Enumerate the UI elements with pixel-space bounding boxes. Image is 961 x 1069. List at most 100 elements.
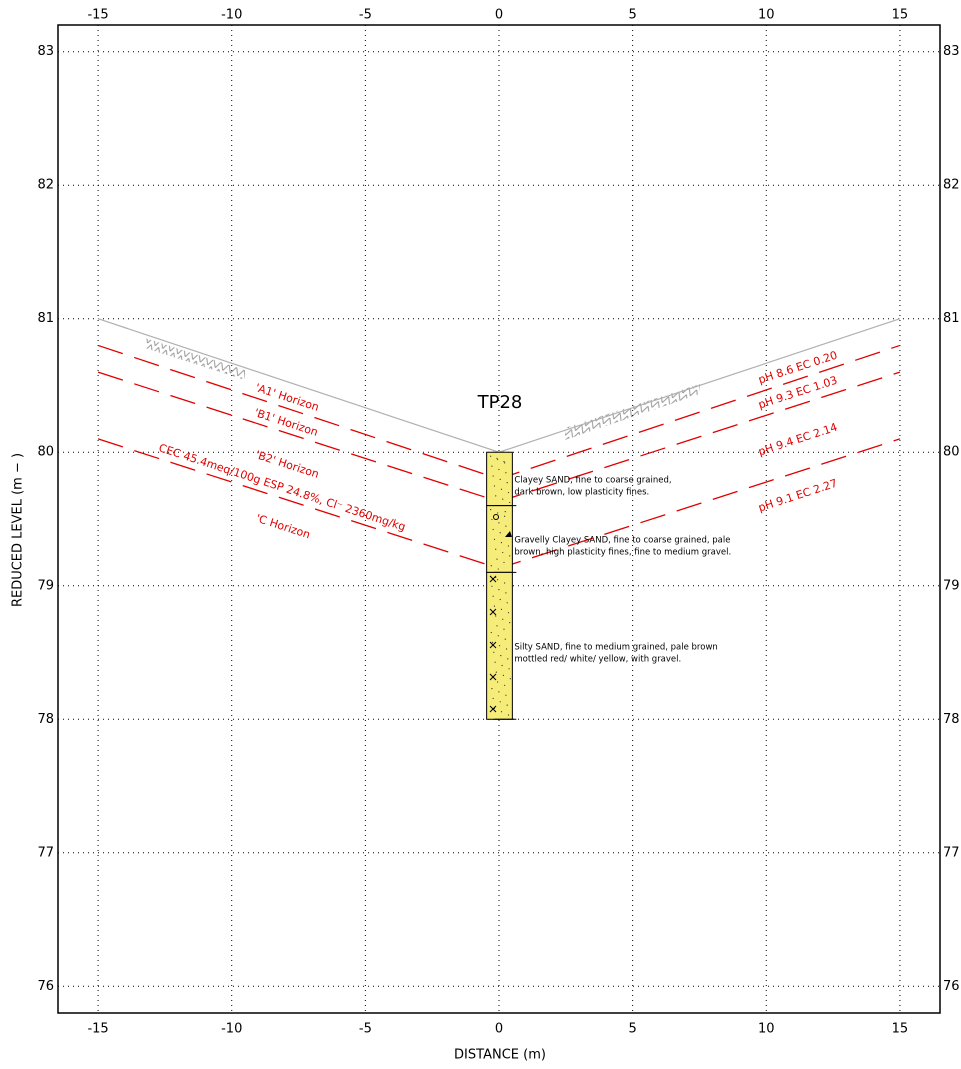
soil-dot	[505, 472, 506, 473]
x-tick-label: 10	[758, 1022, 775, 1037]
x-tick-label: -5	[359, 8, 372, 23]
soil-dot	[491, 688, 492, 689]
soil-dot	[504, 462, 505, 463]
soil-dot	[505, 592, 506, 593]
soil-dot	[498, 469, 499, 470]
x-tick-label: 10	[758, 8, 775, 23]
page: {"chart_data": { "type": "section", "xla…	[0, 0, 961, 1069]
soil-dot	[497, 681, 498, 682]
soil-dot	[507, 705, 508, 706]
soil-dot	[509, 502, 510, 503]
soil-dot	[492, 642, 493, 643]
soil-dot	[504, 516, 505, 517]
soil-dot	[501, 609, 502, 610]
y-axis-label: REDUCED LEVEL (m − )	[11, 453, 26, 607]
layer-description: dark brown, low plasticity fines.	[514, 488, 649, 498]
y-tick-label: 81	[37, 311, 54, 326]
soil-dot	[501, 665, 502, 666]
y-tick-label: 80	[37, 445, 54, 460]
soil-dot	[508, 492, 509, 493]
layer-description: brown, high plasticity fines, fine to me…	[514, 548, 731, 558]
soil-dot	[493, 596, 494, 597]
y-tick-label: 78	[37, 712, 54, 727]
soil-dot	[491, 632, 492, 633]
soil-dot	[498, 635, 499, 636]
soil-dot	[501, 711, 502, 712]
y-tick-label: 76	[943, 979, 960, 994]
soil-dot	[504, 582, 505, 583]
soil-dot	[493, 529, 494, 530]
soil-dot	[508, 714, 509, 715]
soil-dot	[499, 645, 500, 646]
soil-dot	[502, 499, 503, 500]
soil-dot	[500, 655, 501, 656]
x-tick-label: 15	[892, 1022, 909, 1037]
layer-description: Clayey SAND, fine to coarse grained,	[514, 476, 671, 486]
soil-dot	[496, 672, 497, 673]
horizon-annotation: pH 9.1 EC 2.27	[757, 477, 839, 515]
borehole-layer	[487, 452, 513, 505]
layer-description: Silty SAND, fine to medium grained, pale…	[514, 643, 717, 653]
soil-dot	[493, 475, 494, 476]
soil-dot	[504, 685, 505, 686]
soil-dot	[493, 652, 494, 653]
soil-dot	[505, 695, 506, 696]
soil-dot	[497, 459, 498, 460]
soil-dot	[503, 461, 504, 462]
soil-dot	[503, 629, 504, 630]
soil-dot	[510, 678, 511, 679]
soil-dot	[498, 691, 499, 692]
soil-dot	[500, 532, 501, 533]
y-tick-label: 78	[943, 712, 960, 727]
y-tick-label: 83	[37, 44, 54, 59]
soil-dot	[500, 701, 501, 702]
soil-dot	[502, 552, 503, 553]
x-axis-label: DISTANCE (m)	[454, 1048, 546, 1063]
soil-dot	[507, 658, 508, 659]
soil-dot	[495, 615, 496, 616]
y-tick-label: 80	[943, 445, 960, 460]
soil-dot	[491, 565, 492, 566]
x-tick-label: -10	[221, 8, 242, 23]
soil-dot	[508, 545, 509, 546]
y-tick-label: 77	[943, 845, 960, 860]
soil-dot	[509, 555, 510, 556]
y-tick-label: 83	[943, 44, 960, 59]
soil-dot	[498, 589, 499, 590]
soil-dot	[508, 668, 509, 669]
soil-dot	[500, 479, 501, 480]
soil-dot	[500, 599, 501, 600]
y-tick-label: 79	[37, 578, 54, 593]
soil-dot	[505, 511, 506, 512]
borehole-layer	[487, 506, 513, 573]
soil-dot	[496, 559, 497, 560]
y-tick-label: 82	[943, 178, 960, 193]
x-tick-label: -5	[359, 1022, 372, 1037]
soil-dot	[506, 648, 507, 649]
soil-dot	[505, 526, 506, 527]
soil-dot	[497, 512, 498, 513]
x-tick-label: 5	[628, 8, 636, 23]
x-tick-label: 0	[495, 8, 503, 23]
y-tick-label: 82	[37, 178, 54, 193]
soil-dot	[501, 489, 502, 490]
soil-dot	[501, 542, 502, 543]
soil-dot	[503, 675, 504, 676]
soil-dot	[507, 602, 508, 603]
soil-dot	[494, 485, 495, 486]
soil-dot	[490, 509, 491, 510]
layer-description: mottled red/ white/ yellow, with gravel.	[514, 655, 681, 665]
soil-dot	[496, 458, 497, 459]
soil-dot	[507, 482, 508, 483]
layer-description: Gravelly Clayey SAND, fine to coarse gra…	[514, 536, 730, 546]
soil-dot	[496, 625, 497, 626]
y-tick-label: 81	[943, 311, 960, 326]
x-tick-label: -15	[87, 1022, 108, 1037]
soil-dot	[494, 539, 495, 540]
horizon-annotation: pH 9.4 EC 2.14	[757, 421, 839, 459]
x-tick-label: -10	[221, 1022, 242, 1037]
soil-dot	[495, 495, 496, 496]
soil-dot	[491, 519, 492, 520]
y-tick-label: 77	[37, 845, 54, 860]
soil-dot	[498, 522, 499, 523]
